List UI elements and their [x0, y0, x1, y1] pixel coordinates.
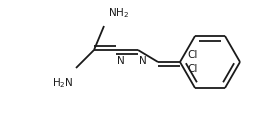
Text: NH$_2$: NH$_2$	[108, 6, 129, 20]
Text: N: N	[117, 56, 125, 66]
Text: Cl: Cl	[188, 64, 198, 74]
Text: Cl: Cl	[188, 50, 198, 60]
Text: H$_2$N: H$_2$N	[53, 76, 74, 90]
Text: N: N	[139, 56, 147, 66]
